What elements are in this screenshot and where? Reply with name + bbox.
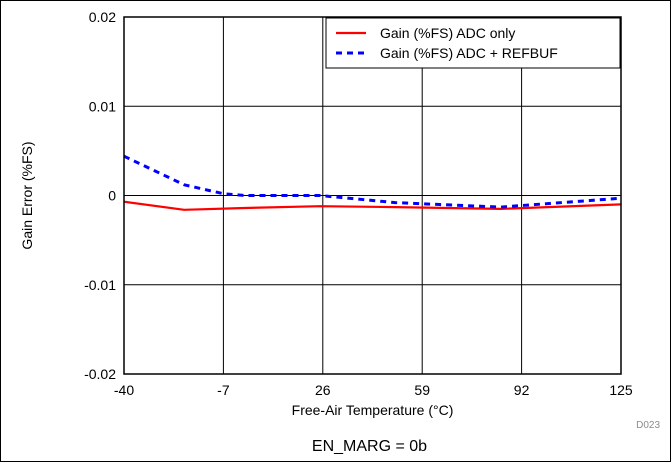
series-line-adc-only: [123, 200, 622, 211]
figure-caption: EN_MARG = 0b: [312, 438, 427, 455]
x-tick-label: 59: [414, 382, 430, 398]
y-tick-label: 0.02: [89, 9, 116, 25]
x-tick-label: -7: [217, 382, 230, 398]
y-axis-label: Gain Error (%FS): [19, 141, 35, 249]
legend-label-adc-refbuf: Gain (%FS) ADC + REFBUF: [380, 45, 558, 61]
plot-border: [123, 16, 622, 375]
x-tick-label: 26: [315, 382, 331, 398]
x-tick-label: 125: [609, 382, 633, 398]
legend-box: [325, 17, 621, 69]
x-tick-label: 92: [514, 382, 530, 398]
y-tick-label: 0: [108, 188, 116, 204]
figure-id: D023: [636, 420, 660, 431]
legend-label-adc-only: Gain (%FS) ADC only: [380, 25, 515, 41]
y-tick-label: -0.02: [84, 366, 116, 382]
tick-labels: -40 -7 26 59 92 125 -0.02 -0.01 0 0.01 0.02: [84, 9, 633, 398]
x-axis-label: Free-Air Temperature (°C): [292, 402, 454, 418]
series-line-adc-refbuf: [123, 154, 622, 209]
series-layer: [123, 154, 622, 211]
legend: Gain (%FS) ADC only Gain (%FS) ADC + REF…: [325, 17, 621, 69]
x-tick-label: -40: [114, 382, 134, 398]
y-tick-label: -0.01: [84, 277, 116, 293]
y-tick-label: 0.01: [89, 98, 116, 114]
